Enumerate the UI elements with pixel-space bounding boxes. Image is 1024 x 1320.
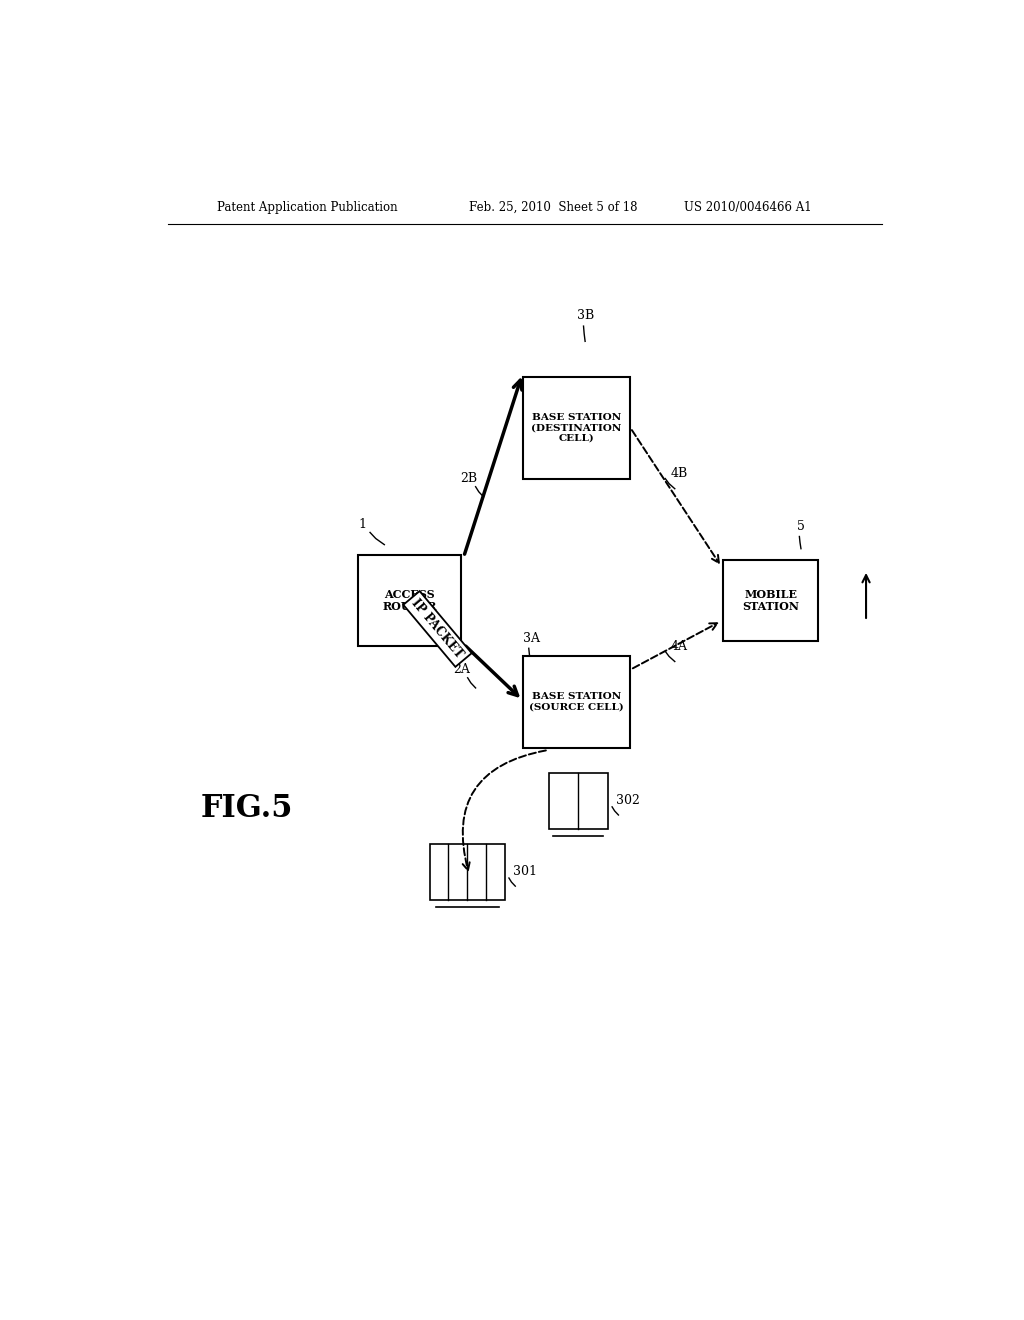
Text: IP PACKET: IP PACKET <box>410 597 466 661</box>
Text: 4B: 4B <box>671 467 688 480</box>
Bar <box>523 378 630 479</box>
Text: 2A: 2A <box>453 663 470 676</box>
Text: BASE STATION
(SOURCE CELL): BASE STATION (SOURCE CELL) <box>529 693 624 711</box>
Text: US 2010/0046466 A1: US 2010/0046466 A1 <box>684 201 811 214</box>
Text: FIG.5: FIG.5 <box>201 793 293 825</box>
Text: ACCESS
ROUTER: ACCESS ROUTER <box>383 589 437 612</box>
Bar <box>358 554 461 647</box>
Text: 301: 301 <box>513 866 537 878</box>
Text: 3A: 3A <box>522 632 540 644</box>
Bar <box>723 560 818 642</box>
Bar <box>549 774 608 829</box>
Text: 1: 1 <box>358 517 367 531</box>
Text: 5: 5 <box>797 520 805 533</box>
Text: 2B: 2B <box>461 473 478 484</box>
Text: Feb. 25, 2010  Sheet 5 of 18: Feb. 25, 2010 Sheet 5 of 18 <box>469 201 638 214</box>
Text: 302: 302 <box>616 795 640 808</box>
Text: 4A: 4A <box>671 640 688 653</box>
Bar <box>430 845 505 900</box>
Bar <box>523 656 630 748</box>
Text: Patent Application Publication: Patent Application Publication <box>217 201 397 214</box>
Text: MOBILE
STATION: MOBILE STATION <box>742 589 800 612</box>
Text: 3B: 3B <box>578 309 595 322</box>
Text: BASE STATION
(DESTINATION
CELL): BASE STATION (DESTINATION CELL) <box>531 413 622 442</box>
